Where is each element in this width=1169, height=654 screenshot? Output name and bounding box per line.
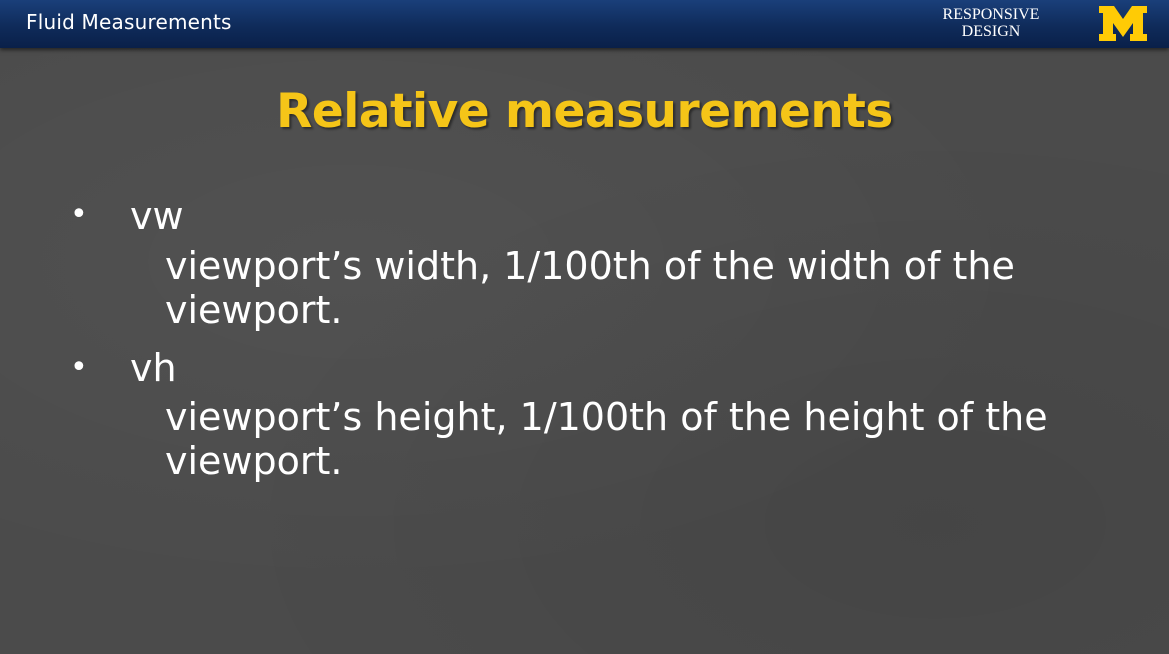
bullet-marker: • <box>70 350 88 385</box>
bullet-description: viewport’s height, 1/100th of the height… <box>165 395 1048 483</box>
bullet-description: viewport’s width, 1/100th of the width o… <box>165 244 1015 332</box>
bullet-term: vw <box>130 194 184 238</box>
bullet-marker: • <box>70 197 88 232</box>
brand-text: RESPONSIVE DESIGN <box>928 6 1054 40</box>
header-title: Fluid Measurements <box>26 10 232 34</box>
header-bar: Fluid Measurements RESPONSIVE DESIGN <box>0 0 1169 48</box>
brand-line-1: RESPONSIVE <box>942 6 1040 23</box>
block-m-logo-icon <box>1099 6 1147 41</box>
slide-title: Relative measurements <box>276 84 893 139</box>
bullet-term: vh <box>130 346 177 390</box>
brand-line-2: DESIGN <box>961 23 1021 40</box>
